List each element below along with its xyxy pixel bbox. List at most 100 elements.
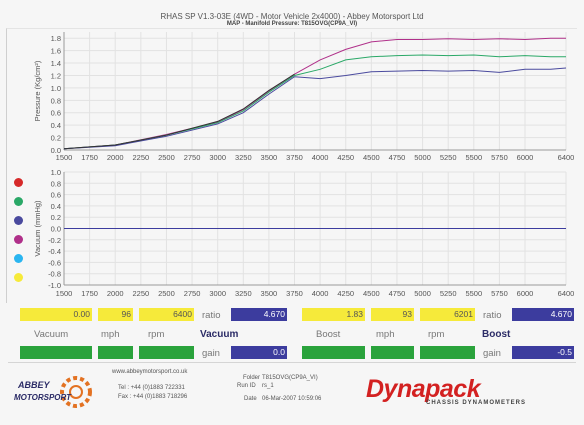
x-tick-label: 6000 bbox=[517, 153, 534, 162]
y-tick-label: 1.8 bbox=[51, 34, 61, 43]
x-tick-label: 1750 bbox=[81, 289, 98, 298]
vacuum-value: 0.00 bbox=[20, 308, 92, 321]
y-tick-label: 0.2 bbox=[51, 213, 61, 222]
rpm-value: 6400 bbox=[139, 308, 194, 321]
x-tick-label: 5250 bbox=[440, 153, 457, 162]
x-tick-label: 5250 bbox=[440, 289, 457, 298]
gain-value: 0.0 bbox=[231, 346, 287, 359]
logo-text-motorsport: MOTORSPORT bbox=[14, 393, 72, 402]
y-tick-label: -0.6 bbox=[48, 258, 61, 267]
vacuum-gain-value: 0.00 bbox=[20, 346, 92, 359]
series-dot[interactable] bbox=[14, 216, 23, 225]
boost-value: 1.83 bbox=[302, 308, 365, 321]
x-tick-label: 5000 bbox=[414, 289, 431, 298]
x-tick-label: 6400 bbox=[558, 153, 575, 162]
series-dot[interactable] bbox=[14, 273, 23, 282]
boost-label: Boost bbox=[316, 329, 341, 340]
chart-subtitle: MAP - Manifold Pressure: T815OVG(CP9A_VI… bbox=[226, 21, 358, 27]
y-tick-label: 1.4 bbox=[51, 59, 61, 68]
ratio-label: ratio bbox=[202, 310, 221, 321]
date-label: Date bbox=[244, 396, 257, 402]
x-tick-label: 3750 bbox=[286, 153, 303, 162]
y-tick-label: 0.0 bbox=[51, 225, 61, 234]
ratio-value: 4.670 bbox=[231, 308, 287, 321]
x-tick-label: 3000 bbox=[209, 289, 226, 298]
x-tick-label: 4500 bbox=[363, 289, 380, 298]
y-tick-label: 0.8 bbox=[51, 96, 61, 105]
tel-text: Tel : +44 (0)1883 722331 bbox=[118, 385, 185, 391]
x-tick-label: 4500 bbox=[363, 153, 380, 162]
mph-label: mph bbox=[101, 329, 120, 340]
y-tick-label: 0.2 bbox=[51, 134, 61, 143]
x-tick-label: 2250 bbox=[132, 153, 149, 162]
runid-label: Run ID bbox=[237, 383, 256, 389]
x-tick-label: 2750 bbox=[184, 289, 201, 298]
x-tick-label: 5000 bbox=[414, 153, 431, 162]
dynapack-tagline: CHASSIS DYNAMOMETERS bbox=[426, 400, 527, 406]
series-dot[interactable] bbox=[14, 235, 23, 244]
gain-label-right: gain bbox=[483, 348, 501, 359]
boost-gain-value: 19.53 bbox=[302, 346, 365, 359]
x-tick-label: 3250 bbox=[235, 289, 252, 298]
folder-value: T815OVG(CP9A_VI) bbox=[262, 375, 318, 381]
mph-value-right: 93 bbox=[371, 308, 414, 321]
abbey-motorsport-logo: ABBEY MOTORSPORT bbox=[14, 376, 92, 408]
folder-label: Folder bbox=[243, 375, 261, 381]
dyno-charts: 0.0 0.2 0.4 0.6 0.8 1.0 1.2 1.4 1.6 1.8 1500 1750 20… bbox=[33, 32, 575, 298]
x-tick-label: 5500 bbox=[465, 153, 482, 162]
series-dot[interactable] bbox=[14, 197, 23, 206]
mph-gain-value-right: 93 bbox=[371, 346, 414, 359]
footer-divider bbox=[8, 362, 576, 363]
boost-section-label: Boost bbox=[482, 329, 511, 340]
x-tick-label: 2250 bbox=[132, 289, 149, 298]
y-tick-label: -0.8 bbox=[48, 270, 61, 279]
x-tick-label: 2500 bbox=[158, 289, 175, 298]
x-tick-label: 5750 bbox=[491, 289, 508, 298]
x-tick-label: 5750 bbox=[491, 153, 508, 162]
logo-text-abbey: ABBEY bbox=[17, 380, 51, 390]
series-dot[interactable] bbox=[14, 178, 23, 187]
x-tick-label: 6400 bbox=[558, 289, 575, 298]
window-title: RHAS SP V1.3-03E (4WD - Motor Vehicle 2x… bbox=[160, 12, 424, 21]
x-tick-label: 1500 bbox=[56, 153, 73, 162]
dynapack-logo: Dynapack bbox=[366, 375, 481, 403]
mph-value: 96 bbox=[98, 308, 133, 321]
gain-label: gain bbox=[202, 348, 220, 359]
y-tick-label: 1.2 bbox=[51, 71, 61, 80]
x-tick-label: 5500 bbox=[465, 289, 482, 298]
series-line bbox=[63, 54, 566, 150]
x-tick-label: 3250 bbox=[235, 153, 252, 162]
x-tick-label: 3500 bbox=[261, 289, 278, 298]
y-tick-label: 0.6 bbox=[51, 191, 61, 200]
x-tick-label: 2000 bbox=[107, 153, 124, 162]
fax-text: Fax : +44 (0)1883 718296 bbox=[118, 394, 188, 400]
x-tick-label: 3500 bbox=[261, 153, 278, 162]
y-tick-label: 1.0 bbox=[51, 168, 61, 177]
series-dot[interactable] bbox=[14, 254, 23, 263]
ratio-label-right: ratio bbox=[483, 310, 502, 321]
x-tick-label: 4000 bbox=[312, 289, 329, 298]
series-line bbox=[63, 73, 295, 150]
y-axis-label: Vacuum (mmHg) bbox=[33, 200, 42, 257]
y-tick-label: 0.8 bbox=[51, 179, 61, 188]
y-tick-label: 1.0 bbox=[51, 84, 61, 93]
website-link[interactable]: www.abbeymotorsport.co.uk bbox=[112, 369, 188, 375]
x-tick-label: 4750 bbox=[389, 289, 406, 298]
rpm-gain-value-right: 6201 bbox=[420, 346, 475, 359]
mph-label-right: mph bbox=[376, 329, 395, 340]
y-tick-label: 0.4 bbox=[51, 121, 61, 130]
y-tick-label: 0.0 bbox=[51, 146, 61, 155]
mph-gain-value: 96 bbox=[98, 346, 133, 359]
y-tick-label: -0.4 bbox=[48, 247, 61, 256]
x-tick-label: 3000 bbox=[209, 153, 226, 162]
x-tick-label: 2000 bbox=[107, 289, 124, 298]
x-tick-label: 2500 bbox=[158, 153, 175, 162]
series-line bbox=[63, 67, 567, 150]
vacuum-label: Vacuum bbox=[34, 329, 69, 340]
gain-value-right: -0.5 bbox=[512, 346, 574, 359]
rpm-label-right: rpm bbox=[428, 329, 445, 340]
series-line bbox=[63, 37, 566, 150]
x-tick-label: 1500 bbox=[56, 289, 73, 298]
rpm-label: rpm bbox=[148, 329, 165, 340]
y-axis-label: Pressure (Kg/cm²) bbox=[33, 60, 42, 121]
